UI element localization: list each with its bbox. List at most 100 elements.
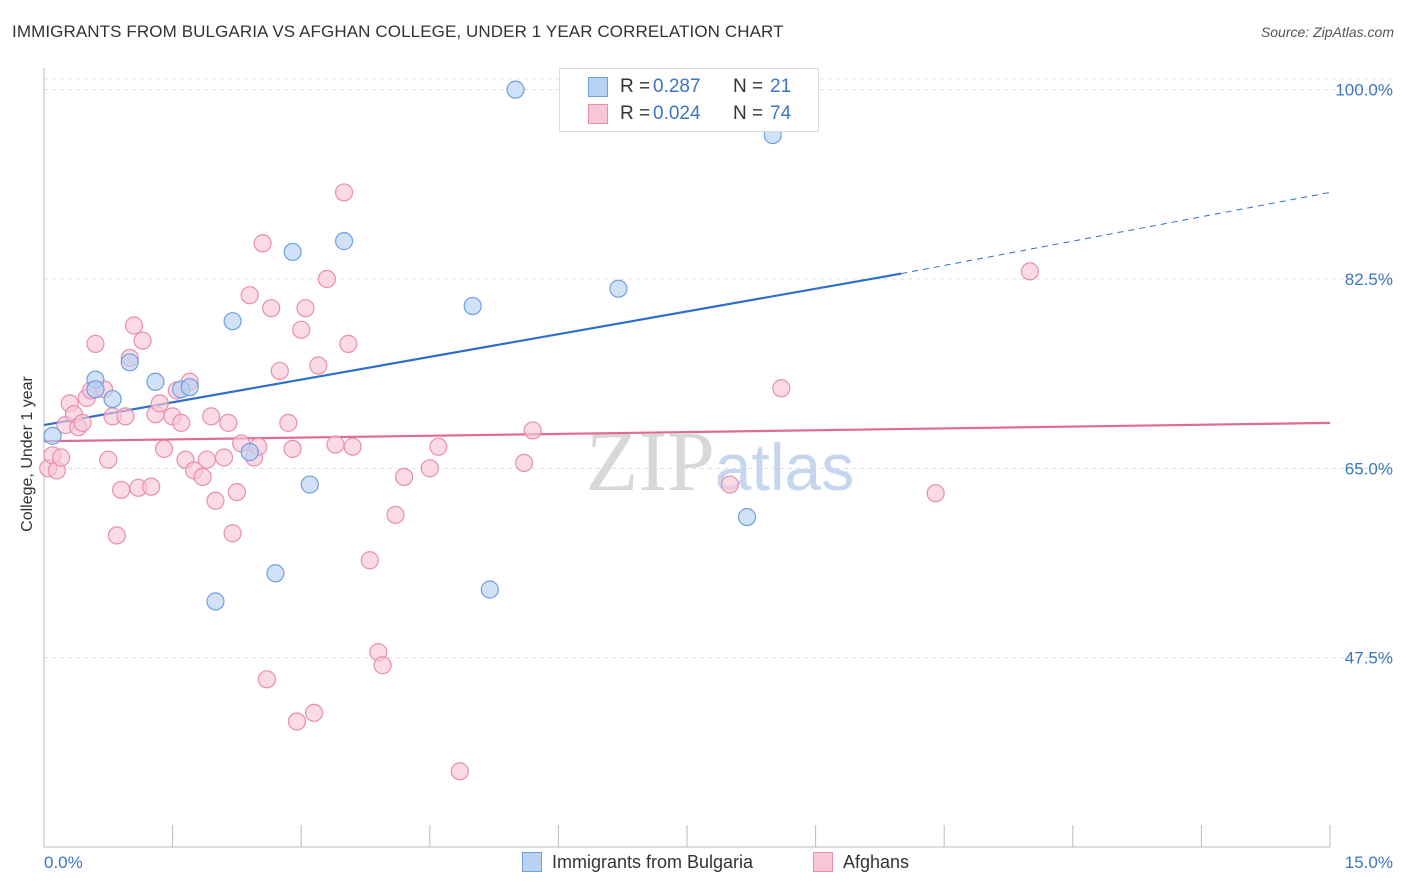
bulgaria-point [223, 312, 242, 331]
y-tick-label: 65.0% [1345, 459, 1393, 478]
afghans-point [99, 450, 118, 469]
bulgaria-point [609, 279, 628, 298]
afghans-point [1020, 262, 1040, 281]
bulgaria-point [300, 475, 319, 494]
bulgaria-point [206, 592, 225, 611]
bulgaria-point [506, 80, 525, 99]
afghans-point [73, 413, 92, 432]
afghans-point [339, 334, 358, 353]
afghans-point [52, 448, 71, 467]
legend-n-label: N = [733, 103, 764, 124]
trend-line-extension [901, 191, 1331, 275]
y-tick-labels: 47.5% 65.0% 82.5% 100.0% [1335, 81, 1393, 668]
bulgaria-point [737, 507, 757, 527]
afghans-point [197, 450, 216, 469]
x-tick-label-max: 15.0% [1345, 853, 1393, 872]
afghans-point [287, 712, 307, 731]
afghans-point [429, 437, 448, 456]
bulgaria-point [103, 389, 122, 409]
afghans-point [317, 269, 337, 289]
afghans-point [86, 334, 105, 353]
legend-r-label: R = [620, 76, 651, 97]
bulgaria-point [146, 372, 165, 391]
afghans-point [772, 379, 791, 398]
afghans-point [450, 762, 469, 781]
data-points [39, 80, 1040, 781]
afghans-point [373, 656, 392, 675]
afghans-point [270, 361, 289, 381]
bottom-legend-label-bulgaria: Immigrants from Bulgaria [552, 852, 754, 872]
afghans-point [240, 286, 259, 305]
y-tick-label: 100.0% [1335, 81, 1393, 100]
watermark-atlas: atlas [715, 430, 854, 504]
bulgaria-point [180, 378, 199, 397]
afghans-point [523, 421, 542, 440]
x-tick-label-min: 0.0% [44, 853, 83, 872]
afghans-point [116, 407, 135, 426]
afghans-point [926, 484, 945, 503]
afghans-point [193, 467, 212, 487]
afghans-point [223, 524, 242, 543]
afghans-point [253, 234, 272, 253]
afghans-point [343, 437, 362, 456]
afghans-point [172, 413, 191, 432]
legend-swatch-afghans [588, 104, 608, 124]
afghans-point [292, 320, 311, 339]
afghans-point [257, 670, 277, 689]
afghans-point [304, 703, 324, 722]
bulgaria-point [43, 426, 62, 445]
legend-n-value: 74 [770, 103, 792, 124]
bottom-legend-swatch-bulgaria [522, 852, 542, 872]
bottom-legend-bulgaria: Immigrants from Bulgaria [522, 852, 753, 873]
watermark: ZIPatlas [586, 413, 854, 509]
afghans-point [334, 183, 354, 202]
afghans-point [420, 459, 439, 478]
bulgaria-point [120, 353, 139, 372]
x-axis-ticks [43, 825, 1331, 847]
trend-line-bulgaria [43, 272, 902, 427]
watermark-zip: ZIP [586, 413, 715, 509]
afghans-point [262, 299, 281, 318]
afghans-point [283, 439, 302, 458]
afghans-point [227, 483, 246, 502]
bulgaria-point [480, 580, 499, 599]
afghans-point [112, 480, 131, 500]
afghans-point [309, 356, 328, 375]
afghans-point [124, 316, 144, 335]
afghans-point [326, 435, 345, 454]
bulgaria-point [86, 380, 105, 399]
bottom-legend-label-afghans: Afghans [843, 852, 910, 872]
afghans-point [214, 448, 234, 467]
afghans-point [219, 413, 238, 432]
bulgaria-point [266, 564, 285, 583]
bulgaria-point [240, 442, 259, 462]
afghans-point [154, 439, 174, 458]
correlation-legend: R = 0.287 N = 21 R = 0.024 N = 74 [559, 68, 819, 132]
bottom-legend-swatch-afghans [813, 852, 833, 872]
gridlines [44, 78, 1392, 659]
legend-r-value: 0.287 [653, 76, 701, 97]
legend-n-label: N = [733, 76, 764, 97]
afghans-point [394, 467, 414, 487]
afghans-point [360, 551, 379, 570]
bulgaria-point [334, 232, 354, 251]
legend-n-value: 21 [770, 76, 792, 97]
afghans-point [386, 505, 405, 524]
afghans-point [150, 394, 169, 413]
chart-title: IMMIGRANTS FROM BULGARIA VS AFGHAN COLLE… [12, 22, 784, 41]
afghans-point [515, 453, 534, 473]
legend-r-value: 0.024 [653, 103, 701, 124]
y-tick-label: 47.5% [1345, 649, 1393, 668]
afghans-point [142, 477, 161, 496]
afghans-point [720, 475, 739, 494]
chart-source: Source: ZipAtlas.com [1260, 24, 1394, 40]
afghans-point [202, 407, 221, 426]
afghans-point [296, 299, 315, 318]
bottom-legend-afghans: Afghans [813, 852, 909, 873]
y-tick-label: 82.5% [1345, 270, 1393, 289]
legend-r-label: R = [620, 103, 651, 124]
afghans-point [107, 526, 126, 545]
afghans-point [279, 413, 298, 432]
afghans-point [133, 331, 152, 350]
